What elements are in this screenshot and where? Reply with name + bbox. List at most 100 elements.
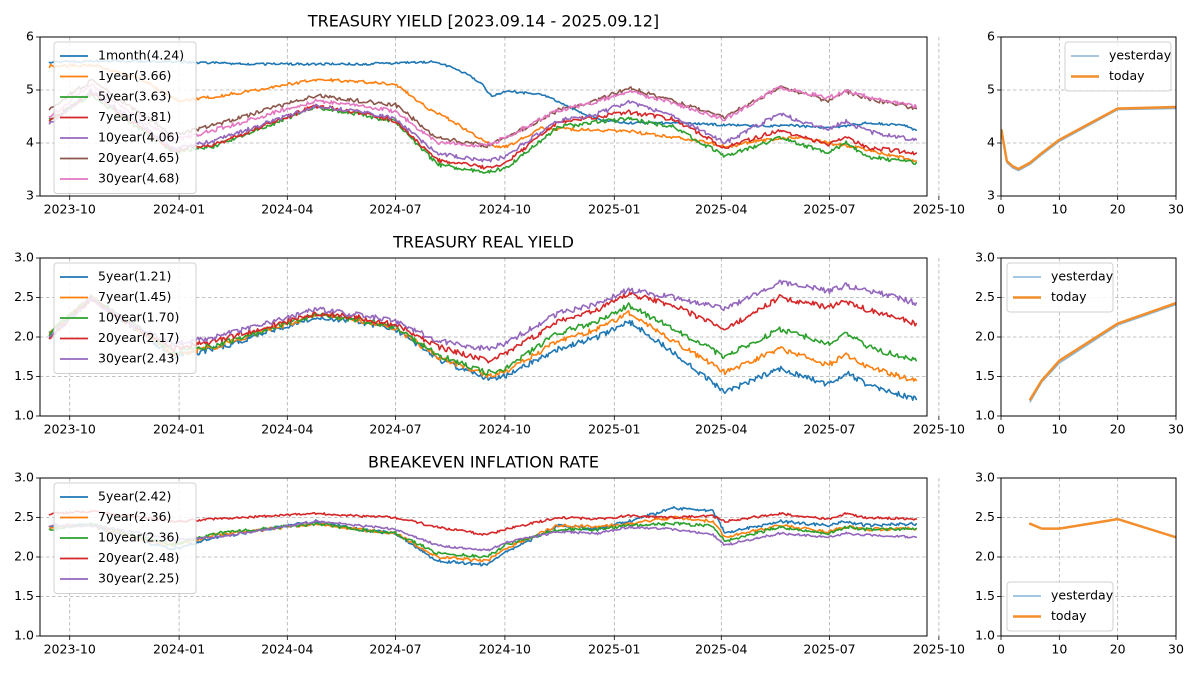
legend-label: 5year(3.63) bbox=[98, 89, 171, 104]
y-tick-label: 3 bbox=[987, 188, 995, 203]
x-tick-label: 10 bbox=[1051, 422, 1067, 437]
x-tick-label: 10 bbox=[1051, 642, 1067, 657]
x-tick-label: 2024-01 bbox=[153, 422, 205, 437]
legend-label: 20year(2.48) bbox=[98, 550, 179, 565]
chart-title: TREASURY REAL YIELD bbox=[392, 233, 574, 252]
y-tick-label: 2.0 bbox=[975, 549, 995, 564]
plot-frame bbox=[39, 36, 928, 197]
y-tick-label: 2.5 bbox=[975, 289, 995, 304]
y-tick-label: 3.0 bbox=[14, 250, 34, 265]
x-tick-label: 2024-10 bbox=[479, 642, 531, 657]
x-tick-label: 2024-07 bbox=[369, 642, 421, 657]
curve-panel-3: 0 10 20 30 1.0 1.5 2.0 2.5 3.0 yesterday today bbox=[975, 470, 1184, 657]
y-tick-label: 1.0 bbox=[975, 628, 995, 643]
y-tick-label: 1.0 bbox=[14, 408, 34, 423]
x-tick-label: 2024-10 bbox=[479, 202, 531, 217]
y-tick-label: 1.5 bbox=[14, 368, 34, 383]
legend-label: today bbox=[1109, 68, 1145, 83]
y-tick-label: 1.5 bbox=[14, 588, 34, 603]
chart-title: TREASURY YIELD [2023.09.14 - 2025.09.12] bbox=[307, 12, 659, 31]
x-tick-label: 20 bbox=[1110, 642, 1126, 657]
plot-frame bbox=[1000, 257, 1177, 417]
curve-legend: yesterday today bbox=[1064, 41, 1172, 92]
y-tick-label: 3.0 bbox=[14, 470, 34, 485]
curve-panel-2: 0 10 20 30 1.0 1.5 2.0 2.5 3.0 yesterday today bbox=[975, 250, 1184, 437]
x-tick-label: 2023-10 bbox=[44, 422, 96, 437]
y-tick-label: 1.0 bbox=[14, 628, 34, 643]
legend-label: 10year(4.06) bbox=[98, 130, 179, 145]
x-tick-label: 2025-01 bbox=[588, 642, 640, 657]
x-tick-label: 30 bbox=[1168, 422, 1184, 437]
legend-label: 30year(2.25) bbox=[98, 571, 179, 586]
curve-line-today bbox=[1028, 301, 1176, 401]
legend-label: 10year(2.36) bbox=[98, 530, 179, 545]
x-tick-label: 2025-10 bbox=[913, 422, 965, 437]
legend-label: 5year(1.21) bbox=[98, 269, 171, 284]
x-tick-label: 10 bbox=[1051, 202, 1067, 217]
timeseries-panel-3: 2023-10 2024-01 2024-04 2024-07 2024-10 2025-… bbox=[14, 453, 965, 657]
x-tick-label: 30 bbox=[1168, 642, 1184, 657]
legend-frame bbox=[53, 41, 197, 194]
x-tick-label: 2025-01 bbox=[588, 202, 640, 217]
x-tick-label: 2025-07 bbox=[803, 642, 855, 657]
y-tick-label: 5 bbox=[26, 82, 34, 97]
x-tick-label: 2025-10 bbox=[913, 202, 965, 217]
plot-frame bbox=[39, 257, 928, 417]
x-tick-label: 2024-10 bbox=[479, 422, 531, 437]
timeseries-panel-2: 2023-10 2024-01 2024-04 2024-07 2024-10 2025-… bbox=[14, 233, 965, 437]
legend-frame bbox=[1006, 581, 1114, 632]
legend-label: today bbox=[1051, 608, 1087, 623]
y-tick-label: 6 bbox=[987, 29, 995, 44]
legend: 1month(4.24) 1year(3.66) 5year(3.63) 7year(… bbox=[53, 41, 197, 194]
x-tick-label: 2024-07 bbox=[369, 202, 421, 217]
x-tick-label: 2024-07 bbox=[369, 422, 421, 437]
y-tick-label: 3.0 bbox=[975, 470, 995, 485]
y-tick-label: 4 bbox=[987, 135, 995, 150]
x-tick-label: 2024-04 bbox=[261, 422, 313, 437]
y-tick-label: 1.5 bbox=[975, 588, 995, 603]
y-tick-label: 4 bbox=[26, 135, 34, 150]
y-tick-label: 5 bbox=[987, 82, 995, 97]
legend-label: 1month(4.24) bbox=[98, 48, 184, 63]
legend-label: yesterday bbox=[1051, 588, 1114, 603]
legend-label: 7year(3.81) bbox=[98, 109, 171, 124]
legend-label: 7year(1.45) bbox=[98, 289, 171, 304]
legend-label: today bbox=[1051, 289, 1087, 304]
curve-line-today bbox=[1028, 517, 1176, 539]
y-tick-label: 1.0 bbox=[975, 408, 995, 423]
legend-label: 10year(1.70) bbox=[98, 310, 179, 325]
x-tick-label: 0 bbox=[997, 202, 1005, 217]
legend-frame bbox=[1006, 262, 1114, 313]
curve-panel-1: 0 10 20 30 3 4 5 6 yesterday today bbox=[987, 29, 1184, 217]
y-tick-label: 6 bbox=[26, 29, 34, 44]
curve-legend: yesterday today bbox=[1006, 262, 1114, 313]
legend-frame bbox=[1064, 41, 1172, 92]
legend-label: 30year(2.43) bbox=[98, 351, 179, 366]
y-tick-label: 2.0 bbox=[14, 329, 34, 344]
curve-legend: yesterday today bbox=[1006, 581, 1114, 632]
x-tick-label: 2024-01 bbox=[153, 642, 205, 657]
y-tick-label: 2.5 bbox=[14, 289, 34, 304]
legend-label: 7year(2.36) bbox=[98, 509, 171, 524]
legend-label: 20year(2.17) bbox=[98, 330, 179, 345]
x-tick-label: 2025-04 bbox=[695, 642, 747, 657]
x-tick-label: 2025-07 bbox=[803, 202, 855, 217]
x-tick-label: 2024-04 bbox=[261, 202, 313, 217]
y-tick-label: 3 bbox=[26, 188, 34, 203]
x-tick-label: 2023-10 bbox=[44, 642, 96, 657]
y-tick-label: 2.5 bbox=[975, 509, 995, 524]
plot-frame bbox=[1000, 36, 1177, 197]
x-tick-label: 2025-07 bbox=[803, 422, 855, 437]
y-tick-label: 2.5 bbox=[14, 509, 34, 524]
legend-label: yesterday bbox=[1051, 269, 1114, 284]
legend: 5year(1.21) 7year(1.45) 10year(1.70) 20year… bbox=[53, 262, 197, 374]
plot-frame bbox=[1000, 477, 1177, 637]
legend: 5year(2.42) 7year(2.36) 10year(2.36) 20year… bbox=[53, 482, 197, 594]
y-tick-label: 2.0 bbox=[14, 549, 34, 564]
x-tick-label: 2025-04 bbox=[695, 202, 747, 217]
legend-label: 30year(4.68) bbox=[98, 171, 179, 186]
x-tick-label: 20 bbox=[1110, 202, 1126, 217]
legend-label: 20year(4.65) bbox=[98, 150, 179, 165]
legend-label: 5year(2.42) bbox=[98, 489, 171, 504]
